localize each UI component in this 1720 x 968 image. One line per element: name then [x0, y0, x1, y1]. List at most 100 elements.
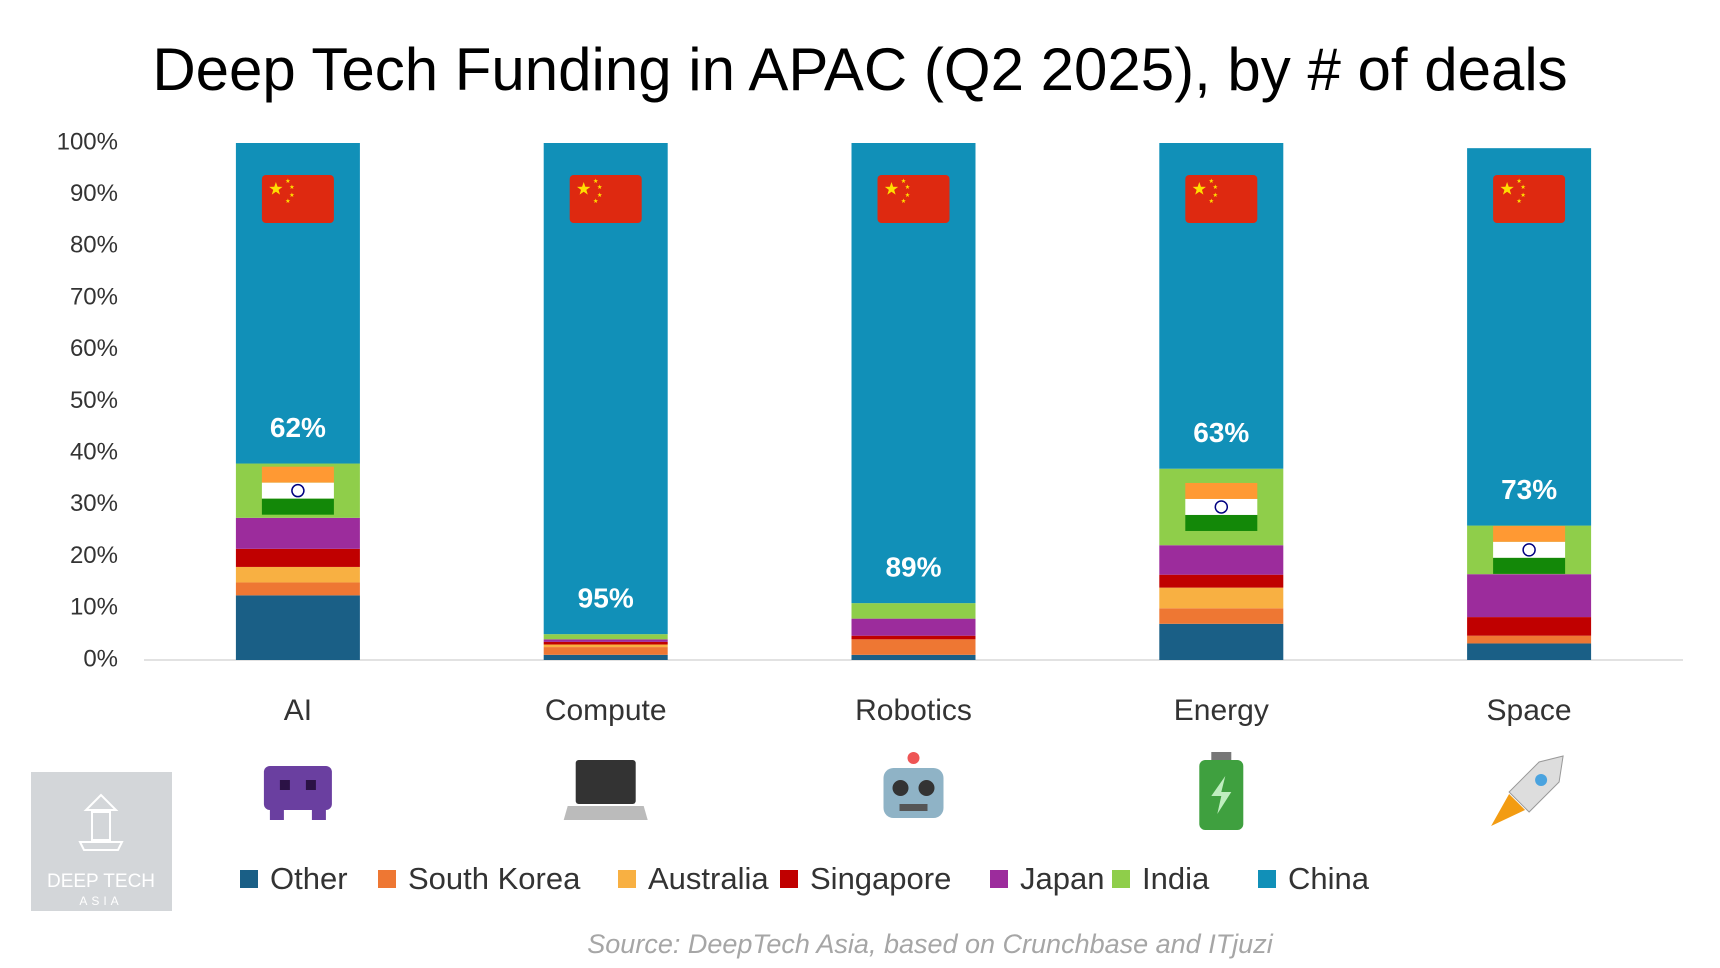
y-tick-label: 20%	[70, 542, 118, 569]
flag-star	[1212, 184, 1218, 190]
x-tick-label: AI	[284, 694, 312, 727]
flag-star	[577, 182, 591, 195]
bar-segment	[235, 548, 360, 567]
flag-china	[261, 175, 334, 223]
y-tick-label: 50%	[70, 387, 118, 414]
bar-segment	[1159, 574, 1284, 588]
bar-segment	[543, 641, 668, 645]
bar-segment	[1467, 635, 1592, 644]
bar-segment	[543, 143, 668, 635]
flag-india	[1185, 514, 1258, 531]
x-tick-label: Energy	[1174, 694, 1269, 727]
flag-star	[905, 192, 910, 198]
bar-segment	[1467, 574, 1592, 618]
legend-label: Other	[270, 861, 348, 896]
x-tick-label: Robotics	[855, 694, 972, 727]
category-icon	[563, 760, 648, 820]
flag-china	[877, 175, 950, 223]
y-tick-label: 70%	[70, 283, 118, 310]
logo-pagoda	[78, 793, 124, 851]
icon-part	[311, 810, 326, 820]
y-tick-label: 60%	[70, 335, 118, 362]
y-tick-label: 10%	[70, 594, 118, 621]
flag-india	[261, 482, 334, 499]
legend-swatch	[1258, 870, 1276, 888]
icon-part	[269, 810, 284, 820]
y-tick-label: 80%	[70, 232, 118, 259]
icon-part	[1491, 794, 1526, 826]
flag-china	[1185, 175, 1258, 223]
y-tick-label: 0%	[83, 645, 118, 672]
legend-label: India	[1142, 861, 1210, 896]
flag-star	[269, 182, 283, 195]
category-icon	[1199, 752, 1244, 830]
data-label: 73%	[1501, 474, 1557, 505]
bar-segment	[851, 618, 976, 636]
bar-segment	[235, 595, 360, 660]
flag-india	[1185, 498, 1258, 515]
bar-segment	[543, 644, 668, 648]
flag-star	[1520, 192, 1526, 198]
flag-star	[905, 184, 910, 190]
flag-india	[261, 466, 334, 483]
legend-swatch	[618, 870, 636, 888]
flag-star	[884, 182, 899, 195]
bar-segment	[851, 635, 976, 640]
y-tick-label: 100%	[57, 128, 118, 155]
legend-swatch	[240, 870, 258, 888]
data-label: 89%	[885, 552, 941, 583]
bar-segment	[543, 647, 668, 655]
legend-label: South Korea	[408, 861, 581, 896]
bar-segment	[1159, 545, 1284, 575]
logo-text: DEEP TECH	[47, 871, 155, 892]
data-label: 63%	[1193, 417, 1249, 448]
flag-star	[1500, 182, 1514, 195]
bar-segment	[851, 603, 976, 619]
bar-segment	[851, 639, 976, 655]
y-tick-label: 90%	[70, 180, 118, 207]
flag-star	[1516, 178, 1522, 184]
category-icon	[263, 766, 332, 820]
icon-part	[563, 806, 648, 820]
flag-india	[261, 498, 334, 515]
legend-label: China	[1288, 861, 1370, 896]
flag-star	[1208, 178, 1214, 184]
flag-star	[901, 198, 906, 204]
flag-india	[1493, 557, 1566, 574]
flag-star	[593, 178, 599, 184]
icon-part	[575, 760, 636, 804]
y-tick-label: 30%	[70, 490, 118, 517]
data-label: 95%	[578, 583, 634, 614]
bar-segment	[543, 634, 668, 640]
bar-segment	[235, 517, 360, 549]
flag-chakra	[1522, 543, 1536, 557]
bar-segment	[1159, 608, 1284, 624]
bar-segment	[851, 654, 976, 660]
bar-segment	[1467, 643, 1592, 660]
flag-star	[901, 178, 906, 184]
bar-segment	[543, 639, 668, 642]
logo-text: ASIA	[79, 894, 122, 908]
flag-star	[1520, 184, 1526, 190]
flag-china	[1493, 175, 1566, 223]
flag-india	[1185, 482, 1258, 499]
x-tick-label: Compute	[545, 694, 667, 727]
data-label: 62%	[270, 412, 326, 443]
flag-china	[569, 175, 642, 223]
flag-star	[1208, 198, 1214, 204]
legend-label: Singapore	[810, 861, 951, 896]
flag-star	[285, 178, 291, 184]
bar-segment	[1159, 623, 1284, 660]
flag-chakra	[291, 483, 305, 498]
icon-part	[899, 804, 928, 811]
bar-segment	[235, 582, 360, 596]
legend-swatch	[780, 870, 798, 888]
x-tick-label: Space	[1487, 694, 1572, 727]
flag-star	[289, 184, 295, 190]
chart-title: Deep Tech Funding in APAC (Q2 2025), by …	[152, 36, 1567, 103]
flag-star	[289, 192, 295, 198]
icon-part	[1211, 752, 1232, 760]
logo: DEEP TECH ASIA	[31, 772, 172, 911]
flag-india	[1493, 525, 1566, 542]
